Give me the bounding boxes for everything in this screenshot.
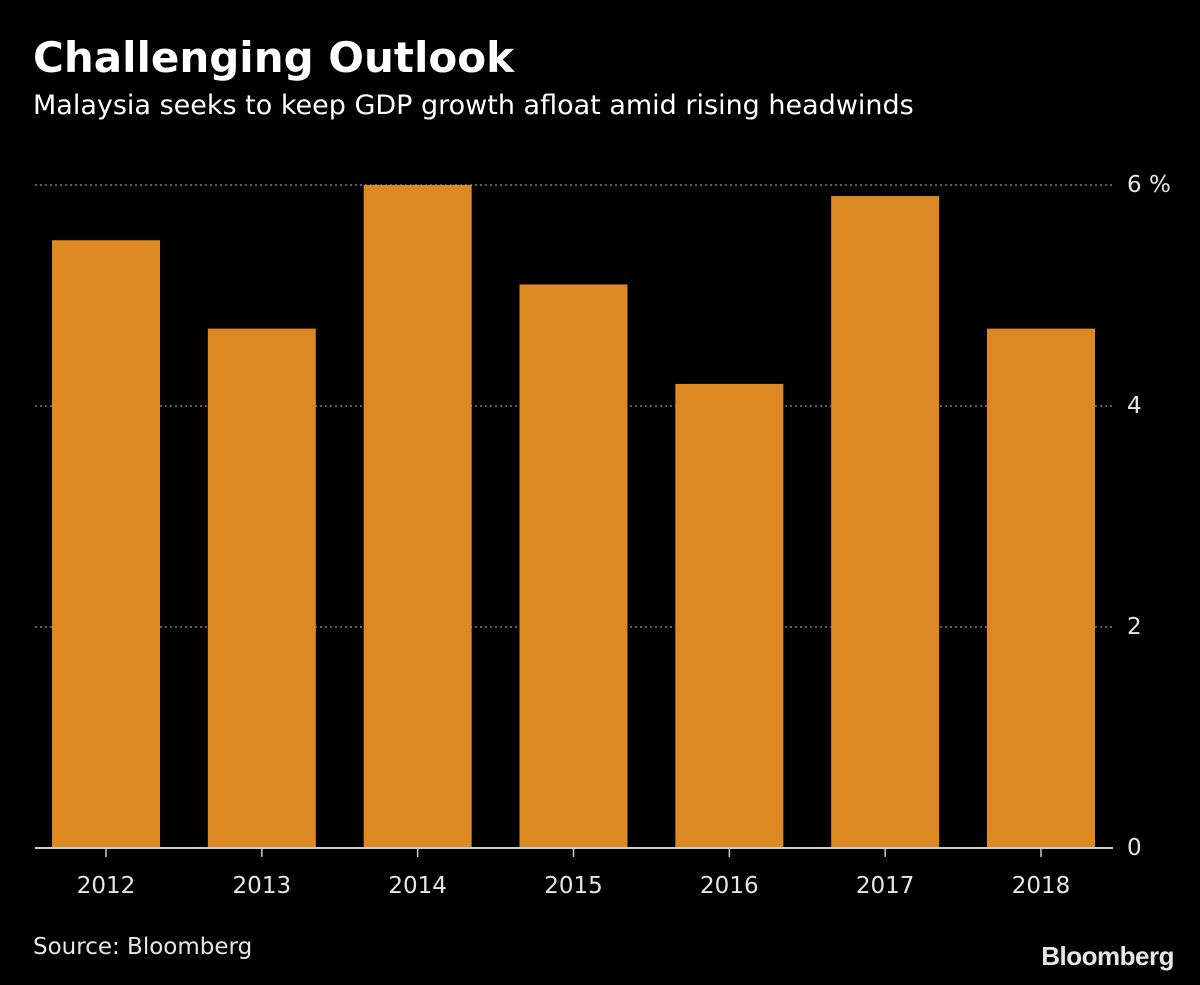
x-tick-label: 2017 <box>856 873 915 899</box>
x-tick-label: 2015 <box>544 873 603 899</box>
bar <box>987 328 1095 848</box>
y-axis: 0 2 4 6 % <box>1127 172 1171 861</box>
bar <box>52 240 160 848</box>
x-tick-label: 2013 <box>233 873 292 899</box>
bar <box>207 328 316 848</box>
bar-series <box>52 185 1095 849</box>
bar <box>831 196 940 849</box>
y-tick-label: 2 <box>1127 614 1142 640</box>
bar <box>363 185 472 848</box>
x-tick-label: 2016 <box>700 873 759 899</box>
y-tick-label: 4 <box>1127 393 1142 419</box>
x-tick-label: 2018 <box>1012 873 1071 899</box>
bar <box>519 284 628 848</box>
x-axis: 2012 2013 2014 2015 2016 2017 2018 <box>35 847 1113 899</box>
bar <box>675 383 784 848</box>
x-tick-label: 2012 <box>77 873 136 899</box>
chart-subtitle: Malaysia seeks to keep GDP growth afloat… <box>33 90 914 121</box>
chart-title: Challenging Outlook <box>33 33 515 82</box>
source-note: Source: Bloomberg <box>33 934 253 960</box>
bloomberg-logo: Bloomberg <box>1041 941 1174 971</box>
y-tick-label: 6 % <box>1127 172 1171 198</box>
x-tick-label: 2014 <box>388 873 447 899</box>
y-tick-label: 0 <box>1127 835 1142 861</box>
